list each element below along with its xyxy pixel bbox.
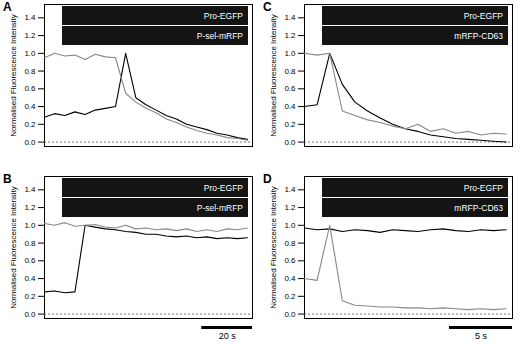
svg-text:0.2: 0.2 — [284, 120, 296, 129]
svg-text:0.6: 0.6 — [24, 256, 36, 265]
html-text:mRFP-CD63: mRFP-CD63 — [454, 202, 503, 213]
svg-text:1.0: 1.0 — [284, 49, 296, 58]
html-text:Pro-EGFP: Pro-EGFP — [463, 182, 503, 193]
svg-text:1.2: 1.2 — [284, 31, 296, 40]
svg-text:0.6: 0.6 — [284, 84, 296, 93]
svg-text:1.4: 1.4 — [284, 13, 296, 22]
html-text:Pro-EGFP: Pro-EGFP — [203, 10, 243, 21]
svg-text:0.8: 0.8 — [24, 67, 36, 76]
svg-text:1.2: 1.2 — [24, 31, 36, 40]
svg-text:0.4: 0.4 — [24, 102, 36, 111]
svg-text:0.2: 0.2 — [24, 292, 36, 301]
svg-text:Normalised Fluorescence Intens: Normalised Fluorescence Intensity — [269, 186, 278, 309]
svg-text:0.2: 0.2 — [24, 120, 36, 129]
svg-text:Normalised Fluorescence Intens: Normalised Fluorescence Intensity — [9, 14, 18, 137]
svg-text:0.8: 0.8 — [284, 67, 296, 76]
svg-text:Normalised Fluorescence Intens: Normalised Fluorescence Intensity — [9, 186, 18, 309]
svg-text:Normalised Fluorescence Intens: Normalised Fluorescence Intensity — [269, 14, 278, 137]
html-text:D: D — [263, 172, 272, 186]
html-text:P-sel-mRFP: P-sel-mRFP — [196, 202, 243, 213]
svg-text:0.6: 0.6 — [284, 256, 296, 265]
html-text:Pro-EGFP: Pro-EGFP — [203, 182, 243, 193]
svg-text:1.2: 1.2 — [284, 203, 296, 212]
svg-text:0.4: 0.4 — [284, 102, 296, 111]
svg-text:0.4: 0.4 — [24, 274, 36, 283]
svg-text:5 s: 5 s — [475, 331, 488, 341]
html-text:A: A — [3, 0, 12, 14]
svg-text:1.0: 1.0 — [284, 221, 296, 230]
svg-text:0.8: 0.8 — [24, 239, 36, 248]
html-text:C: C — [263, 0, 272, 14]
svg-text:1.4: 1.4 — [24, 13, 36, 22]
html-text:P-sel-mRFP: P-sel-mRFP — [196, 30, 243, 41]
svg-text:0.2: 0.2 — [284, 292, 296, 301]
svg-text:0.0: 0.0 — [284, 138, 296, 147]
svg-text:0.0: 0.0 — [284, 310, 296, 319]
svg-text:1.4: 1.4 — [24, 185, 36, 194]
svg-text:1.2: 1.2 — [24, 203, 36, 212]
html-text:B: B — [3, 172, 12, 186]
html-text:mRFP-CD63: mRFP-CD63 — [454, 30, 503, 41]
svg-text:20 s: 20 s — [219, 331, 237, 341]
svg-text:0.0: 0.0 — [24, 310, 36, 319]
svg-text:0.0: 0.0 — [24, 138, 36, 147]
svg-text:0.6: 0.6 — [24, 84, 36, 93]
svg-text:1.0: 1.0 — [24, 221, 36, 230]
svg-text:0.8: 0.8 — [284, 239, 296, 248]
svg-text:1.0: 1.0 — [24, 49, 36, 58]
html-text:Pro-EGFP: Pro-EGFP — [463, 10, 503, 21]
svg-text:1.4: 1.4 — [284, 185, 296, 194]
svg-text:0.4: 0.4 — [284, 274, 296, 283]
